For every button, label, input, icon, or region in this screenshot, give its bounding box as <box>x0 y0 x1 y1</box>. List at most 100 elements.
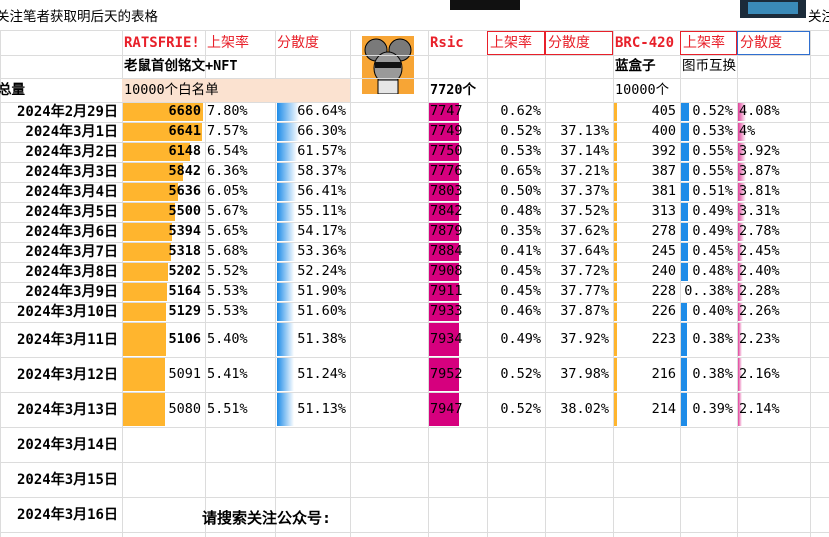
data-bar <box>738 263 743 281</box>
data-bar <box>277 358 294 391</box>
value: 53.36% <box>297 243 346 260</box>
value: 0.40% <box>692 303 733 320</box>
group-desc: 蓝盒子 <box>615 58 656 75</box>
value: 6.36% <box>207 163 248 180</box>
value: 245 <box>651 243 676 260</box>
value: 37.98% <box>560 365 609 382</box>
data-bar <box>738 203 745 221</box>
value: 5842 <box>168 163 201 180</box>
value: 5.65% <box>207 223 248 240</box>
date: 2024年3月5日 <box>25 204 118 220</box>
grid-line <box>0 142 829 143</box>
value: 37.21% <box>560 163 609 180</box>
data-bar <box>277 123 299 141</box>
value: 0.38% <box>692 365 733 382</box>
group-desc: 图币互换 <box>682 58 736 75</box>
column-header: 分散度 <box>545 31 613 55</box>
value: 2.23% <box>739 330 780 347</box>
date: 2024年3月4日 <box>25 184 118 200</box>
value: 0.41% <box>500 243 541 260</box>
value: 51.90% <box>297 283 346 300</box>
data-bar <box>123 283 167 301</box>
value: 5080 <box>168 400 201 417</box>
data-bar <box>738 323 743 356</box>
data-bar <box>614 263 617 281</box>
data-bar <box>681 303 687 321</box>
group-name: BRC-420 <box>615 35 675 51</box>
value: 0.45% <box>500 283 541 300</box>
grid-line <box>0 302 829 303</box>
value: 7952 <box>430 365 463 382</box>
value: 2.45% <box>739 243 780 260</box>
value: 0.48% <box>692 263 733 280</box>
value: 37.87% <box>560 303 609 320</box>
value: 223 <box>651 330 676 347</box>
data-bar <box>614 163 617 181</box>
data-bar <box>681 263 689 281</box>
value: 7842 <box>430 203 463 220</box>
value: 7884 <box>430 243 463 260</box>
value: 5129 <box>168 303 201 320</box>
data-bar <box>614 143 617 161</box>
value: 0.46% <box>500 303 541 320</box>
grid-line <box>0 242 829 243</box>
group-total: 10000个白名单 <box>122 79 350 102</box>
data-bar <box>738 243 743 261</box>
value: 5106 <box>168 330 201 347</box>
data-bar <box>738 358 743 391</box>
value: 5091 <box>168 365 201 382</box>
value: 405 <box>651 103 676 120</box>
value: 4.08% <box>739 103 780 120</box>
data-bar <box>429 183 459 201</box>
value: 240 <box>651 263 676 280</box>
value: 226 <box>651 303 676 320</box>
data-bar <box>277 103 299 121</box>
data-bar <box>429 393 459 426</box>
data-bar <box>429 323 459 356</box>
data-bar <box>123 263 168 281</box>
column-header: 分散度 <box>277 35 319 51</box>
value: 54.17% <box>297 223 346 240</box>
data-bar <box>614 393 617 426</box>
date: 2024年3月15日 <box>16 471 118 488</box>
grid-line <box>0 102 829 103</box>
data-bar <box>277 323 294 356</box>
value: 5636 <box>168 183 201 200</box>
value: 278 <box>651 223 676 240</box>
data-bar <box>681 203 689 221</box>
data-bar <box>429 303 459 321</box>
value: 7911 <box>430 283 463 300</box>
value: 0.53% <box>692 123 733 140</box>
group-desc: 老鼠首创铭文+NFT <box>124 58 238 75</box>
grid-line <box>350 30 351 537</box>
value: 5318 <box>168 243 201 260</box>
data-bar <box>277 203 296 221</box>
value: 6.54% <box>207 143 248 160</box>
data-bar <box>123 393 165 426</box>
value: 0.49% <box>692 223 733 240</box>
value: 0.52% <box>500 365 541 382</box>
data-bar <box>681 223 689 241</box>
value: 0.55% <box>692 163 733 180</box>
data-bar <box>429 143 459 161</box>
data-bar <box>681 163 690 181</box>
data-bar <box>277 183 296 201</box>
value: 58.37% <box>297 163 346 180</box>
data-bar <box>614 223 617 241</box>
value: 228 <box>651 283 676 300</box>
value: 2.40% <box>739 263 780 280</box>
value: 0.49% <box>500 330 541 347</box>
header-note: 关注笔者获取明后天的表格 <box>0 9 158 26</box>
value: 5.53% <box>207 303 248 320</box>
value: 0.50% <box>500 183 541 200</box>
data-bar <box>429 223 459 241</box>
value: 61.57% <box>297 143 346 160</box>
value: 66.64% <box>297 103 346 120</box>
grid-line <box>0 182 829 183</box>
data-bar <box>429 243 459 261</box>
data-bar <box>429 283 459 301</box>
date: 2024年3月10日 <box>16 304 118 320</box>
data-bar <box>429 103 459 121</box>
column-header: 分散度 <box>737 31 810 55</box>
grid-line <box>0 357 829 358</box>
